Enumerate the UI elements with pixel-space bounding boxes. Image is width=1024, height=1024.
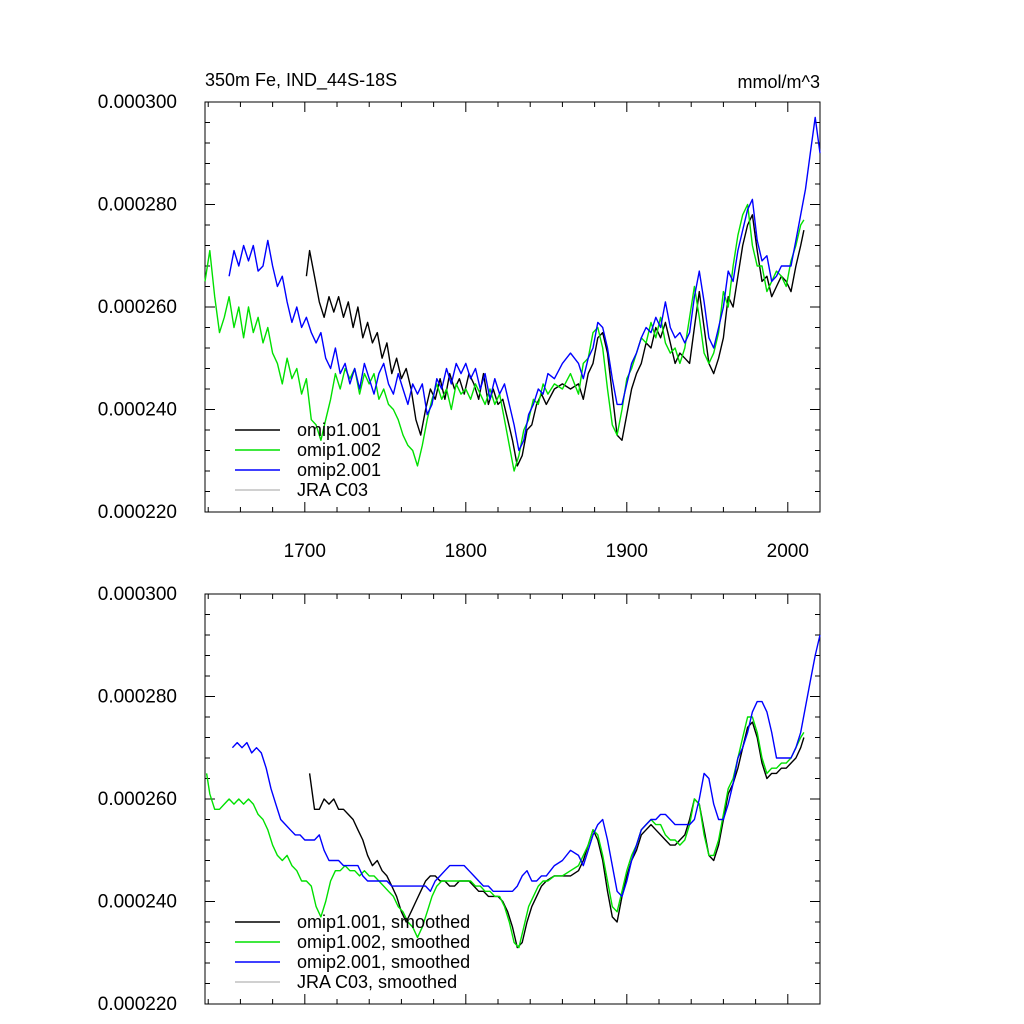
series-line-omip1-001 (305, 214, 805, 467)
x-tick-label: 1800 (445, 541, 487, 562)
y-tick-label: 0.000300 (98, 92, 177, 113)
y-tick-label: 0.000260 (98, 297, 177, 318)
legend-label: JRA C03, smoothed (297, 972, 457, 992)
legend-label: omip1.002 (297, 440, 381, 460)
y-tick-label: 0.000280 (98, 687, 177, 708)
y-tick-label: 0.000280 (98, 195, 177, 216)
legend-label: omip1.001, smoothed (297, 912, 470, 932)
y-tick-label: 0.000300 (98, 584, 177, 605)
x-tick-label: 1900 (606, 541, 648, 562)
top-panel: 0.000220 0.000240 0.000260 0.000280 0.000300… (98, 92, 821, 562)
x-tick-label: 2000 (767, 541, 809, 562)
y-tick-label: 0.000240 (98, 892, 177, 913)
legend-label: JRA C03 (297, 480, 368, 500)
series-line-omip1-002 (204, 203, 805, 472)
series-line-omip2-001 (228, 116, 821, 452)
y-tick-label: 0.000220 (98, 502, 177, 523)
bottom-panel: 0.000220 0.000240 0.000260 0.000280 0.000300… (98, 584, 821, 1015)
series-line-omip2-001-smoothed (231, 634, 821, 898)
x-tick-label: 1700 (284, 541, 326, 562)
legend-label: omip2.001 (297, 460, 381, 480)
legend-label: omip1.001 (297, 420, 381, 440)
y-tick-label: 0.000260 (98, 789, 177, 810)
units-label: mmol/m^3 (738, 72, 820, 92)
legend-label: omip1.002, smoothed (297, 932, 470, 952)
figure-title: 350m Fe, IND_44S-18S (205, 70, 397, 91)
legend-label: omip2.001, smoothed (297, 952, 470, 972)
series-line-omip1-002-smoothed (205, 716, 805, 949)
y-tick-label: 0.000220 (98, 994, 177, 1015)
y-tick-label: 0.000240 (98, 400, 177, 421)
